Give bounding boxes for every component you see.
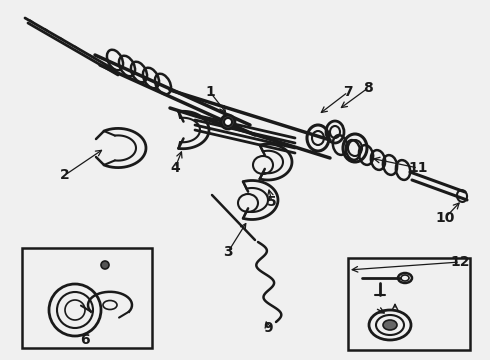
Text: 7: 7 — [343, 85, 353, 99]
Text: 8: 8 — [363, 81, 373, 95]
Text: 4: 4 — [170, 161, 180, 175]
Ellipse shape — [101, 261, 109, 269]
Text: 11: 11 — [408, 161, 428, 175]
Text: 1: 1 — [205, 85, 215, 99]
Ellipse shape — [383, 320, 397, 330]
Text: 6: 6 — [80, 333, 90, 347]
Text: 9: 9 — [263, 321, 273, 335]
Text: 5: 5 — [267, 195, 277, 209]
Text: 2: 2 — [60, 168, 70, 182]
Text: 3: 3 — [223, 245, 233, 259]
Ellipse shape — [224, 118, 232, 126]
Ellipse shape — [221, 115, 235, 129]
Text: 12: 12 — [450, 255, 470, 269]
Bar — [348, 258, 470, 350]
Bar — [22, 248, 152, 348]
Text: 10: 10 — [435, 211, 455, 225]
